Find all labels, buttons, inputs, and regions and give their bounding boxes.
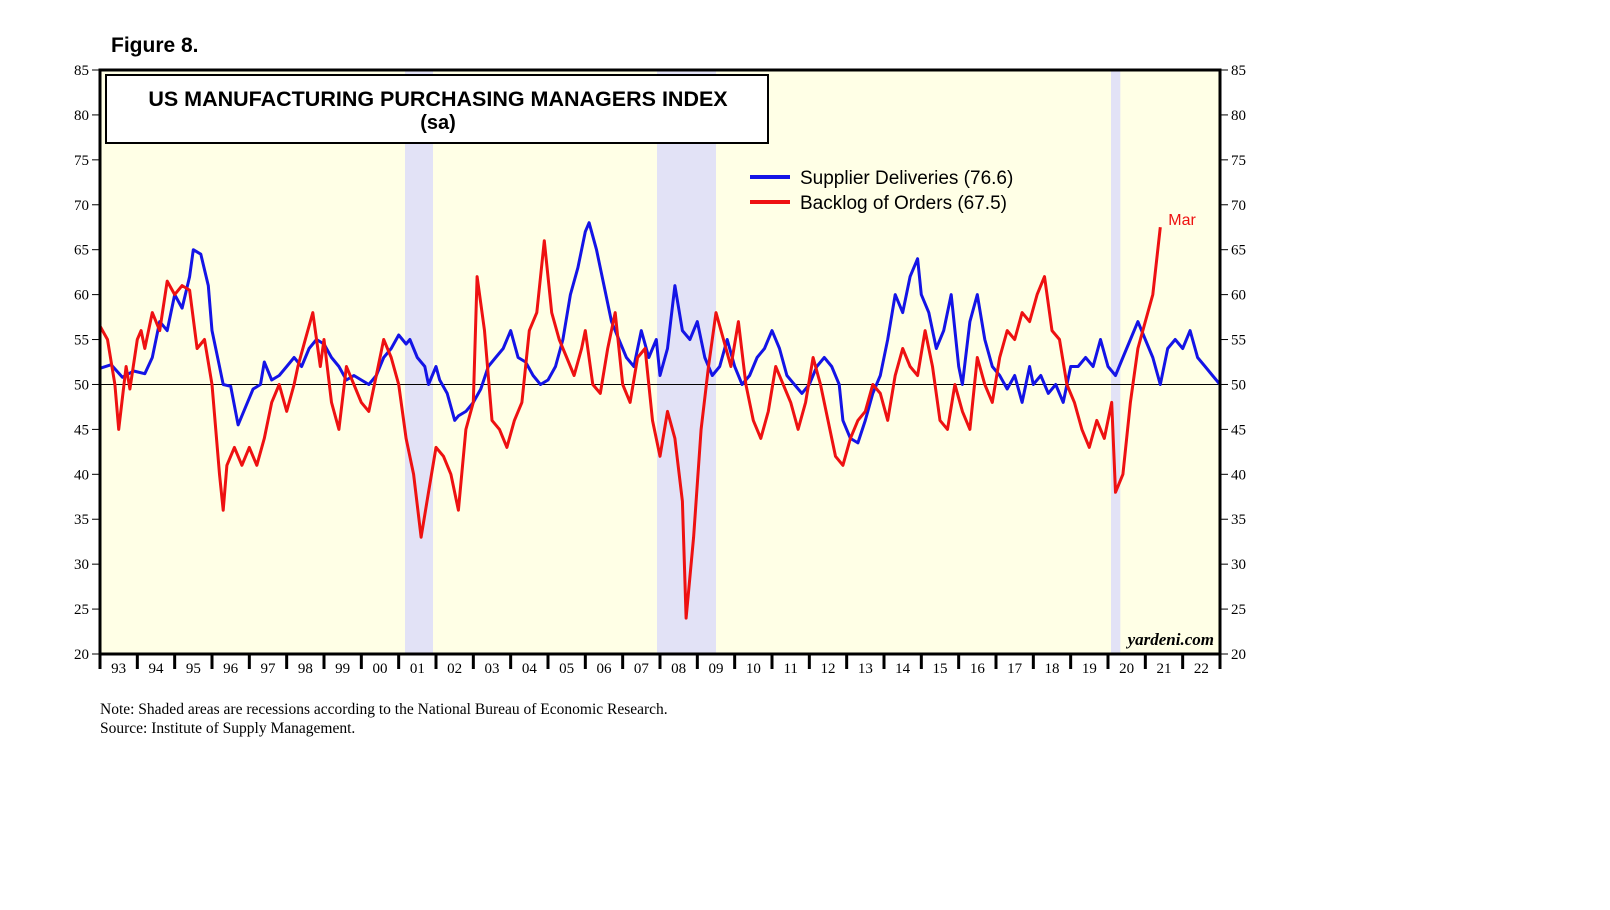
- recession-band-0: [405, 70, 434, 654]
- x-tick-label-18: 18: [1045, 661, 1060, 677]
- y-tick-label-right-60: 60: [1231, 288, 1246, 304]
- y-tick-label-left-25: 25: [74, 602, 89, 618]
- x-tick-label-19: 19: [1082, 661, 1097, 677]
- y-tick-label-right-25: 25: [1231, 602, 1246, 618]
- x-tick-label-12: 12: [821, 661, 836, 677]
- y-tick-label-left-65: 65: [74, 243, 89, 259]
- y-tick-label-left-45: 45: [74, 422, 89, 438]
- y-tick-label-right-45: 45: [1231, 422, 1246, 438]
- x-tick-label-07: 07: [634, 661, 650, 677]
- series-lines: [98, 221, 1222, 620]
- x-tick-label-10: 10: [746, 661, 761, 677]
- y-tick-label-left-40: 40: [74, 467, 89, 483]
- watermark: yardeni.com: [1126, 630, 1214, 649]
- x-tick-label-05: 05: [559, 661, 574, 677]
- y-tick-label-right-75: 75: [1231, 153, 1246, 169]
- x-tick-label-98: 98: [298, 661, 313, 677]
- right-y-axis: 20 25 30 35 40 45 50 55 60 65 70 75 80 85: [1220, 63, 1246, 663]
- x-tick-label-06: 06: [597, 661, 613, 677]
- series-line-supplier-deliveries: [99, 221, 1222, 445]
- left-y-axis: 20 25 30 35 40 45 50 55 60 65 70 75 80 85: [74, 63, 100, 663]
- x-tick-label-95: 95: [186, 661, 201, 677]
- y-tick-label-left-80: 80: [74, 108, 89, 124]
- x-tick-label-21: 21: [1157, 661, 1172, 677]
- x-tick-label-97: 97: [261, 661, 277, 677]
- y-tick-label-right-40: 40: [1231, 467, 1246, 483]
- series-line-backlog-of-orders: [98, 227, 1162, 620]
- x-tick-label-08: 08: [671, 661, 686, 677]
- title-box: [105, 74, 769, 144]
- x-axis: 93 94 95 96 97 98 99 00 01 02 03 04 05 06 07 08 09 10 11 12…: [98, 654, 1222, 677]
- y-tick-label-right-65: 65: [1231, 243, 1246, 259]
- footnote-recession: Note: Shaded areas are recessions accord…: [100, 701, 668, 718]
- chart-title: US MANUFACTURING PURCHASING MANAGERS IND…: [148, 87, 728, 111]
- recession-band-2: [1110, 70, 1121, 654]
- figure-label: Figure 8.: [111, 34, 199, 57]
- y-tick-label-left-75: 75: [74, 153, 89, 169]
- y-tick-label-right-35: 35: [1231, 512, 1246, 528]
- x-tick-label-22: 22: [1194, 661, 1209, 677]
- y-tick-label-right-85: 85: [1231, 63, 1246, 79]
- x-tick-label-11: 11: [783, 661, 797, 677]
- x-tick-label-93: 93: [111, 661, 126, 677]
- y-tick-label-right-80: 80: [1231, 108, 1246, 124]
- x-tick-label-01: 01: [410, 661, 425, 677]
- x-tick-label-03: 03: [485, 661, 500, 677]
- y-tick-label-left-60: 60: [74, 288, 89, 304]
- x-tick-label-17: 17: [1007, 661, 1023, 677]
- x-tick-label-20: 20: [1119, 661, 1134, 677]
- y-tick-label-left-20: 20: [74, 647, 89, 663]
- y-tick-label-left-50: 50: [74, 377, 89, 393]
- x-tick-label-94: 94: [149, 661, 165, 677]
- x-tick-label-96: 96: [223, 661, 239, 677]
- x-tick-label-09: 09: [709, 661, 724, 677]
- x-tick-label-13: 13: [858, 661, 873, 677]
- footnote-source: Source: Institute of Supply Management.: [100, 720, 356, 737]
- x-tick-label-02: 02: [447, 661, 462, 677]
- x-tick-label-16: 16: [970, 661, 986, 677]
- x-tick-label-99: 99: [335, 661, 350, 677]
- x-tick-label-14: 14: [895, 661, 911, 677]
- y-tick-label-left-70: 70: [74, 198, 89, 214]
- y-tick-label-right-55: 55: [1231, 333, 1246, 349]
- legend-label-supplier: Supplier Deliveries (76.6): [800, 168, 1013, 189]
- y-tick-label-left-35: 35: [74, 512, 89, 528]
- end-annotation-mar: Mar: [1168, 212, 1196, 229]
- y-tick-label-right-30: 30: [1231, 557, 1246, 573]
- x-tick-label-04: 04: [522, 661, 538, 677]
- y-tick-label-left-85: 85: [74, 63, 89, 79]
- y-tick-label-left-30: 30: [74, 557, 89, 573]
- x-tick-label-15: 15: [933, 661, 948, 677]
- y-tick-label-right-20: 20: [1231, 647, 1246, 663]
- legend-label-backlog: Backlog of Orders (67.5): [800, 193, 1007, 214]
- chart-subtitle: (sa): [420, 112, 456, 134]
- y-tick-label-right-70: 70: [1231, 198, 1246, 214]
- x-tick-label-00: 00: [373, 661, 388, 677]
- y-tick-label-left-55: 55: [74, 333, 89, 349]
- y-tick-label-right-50: 50: [1231, 377, 1246, 393]
